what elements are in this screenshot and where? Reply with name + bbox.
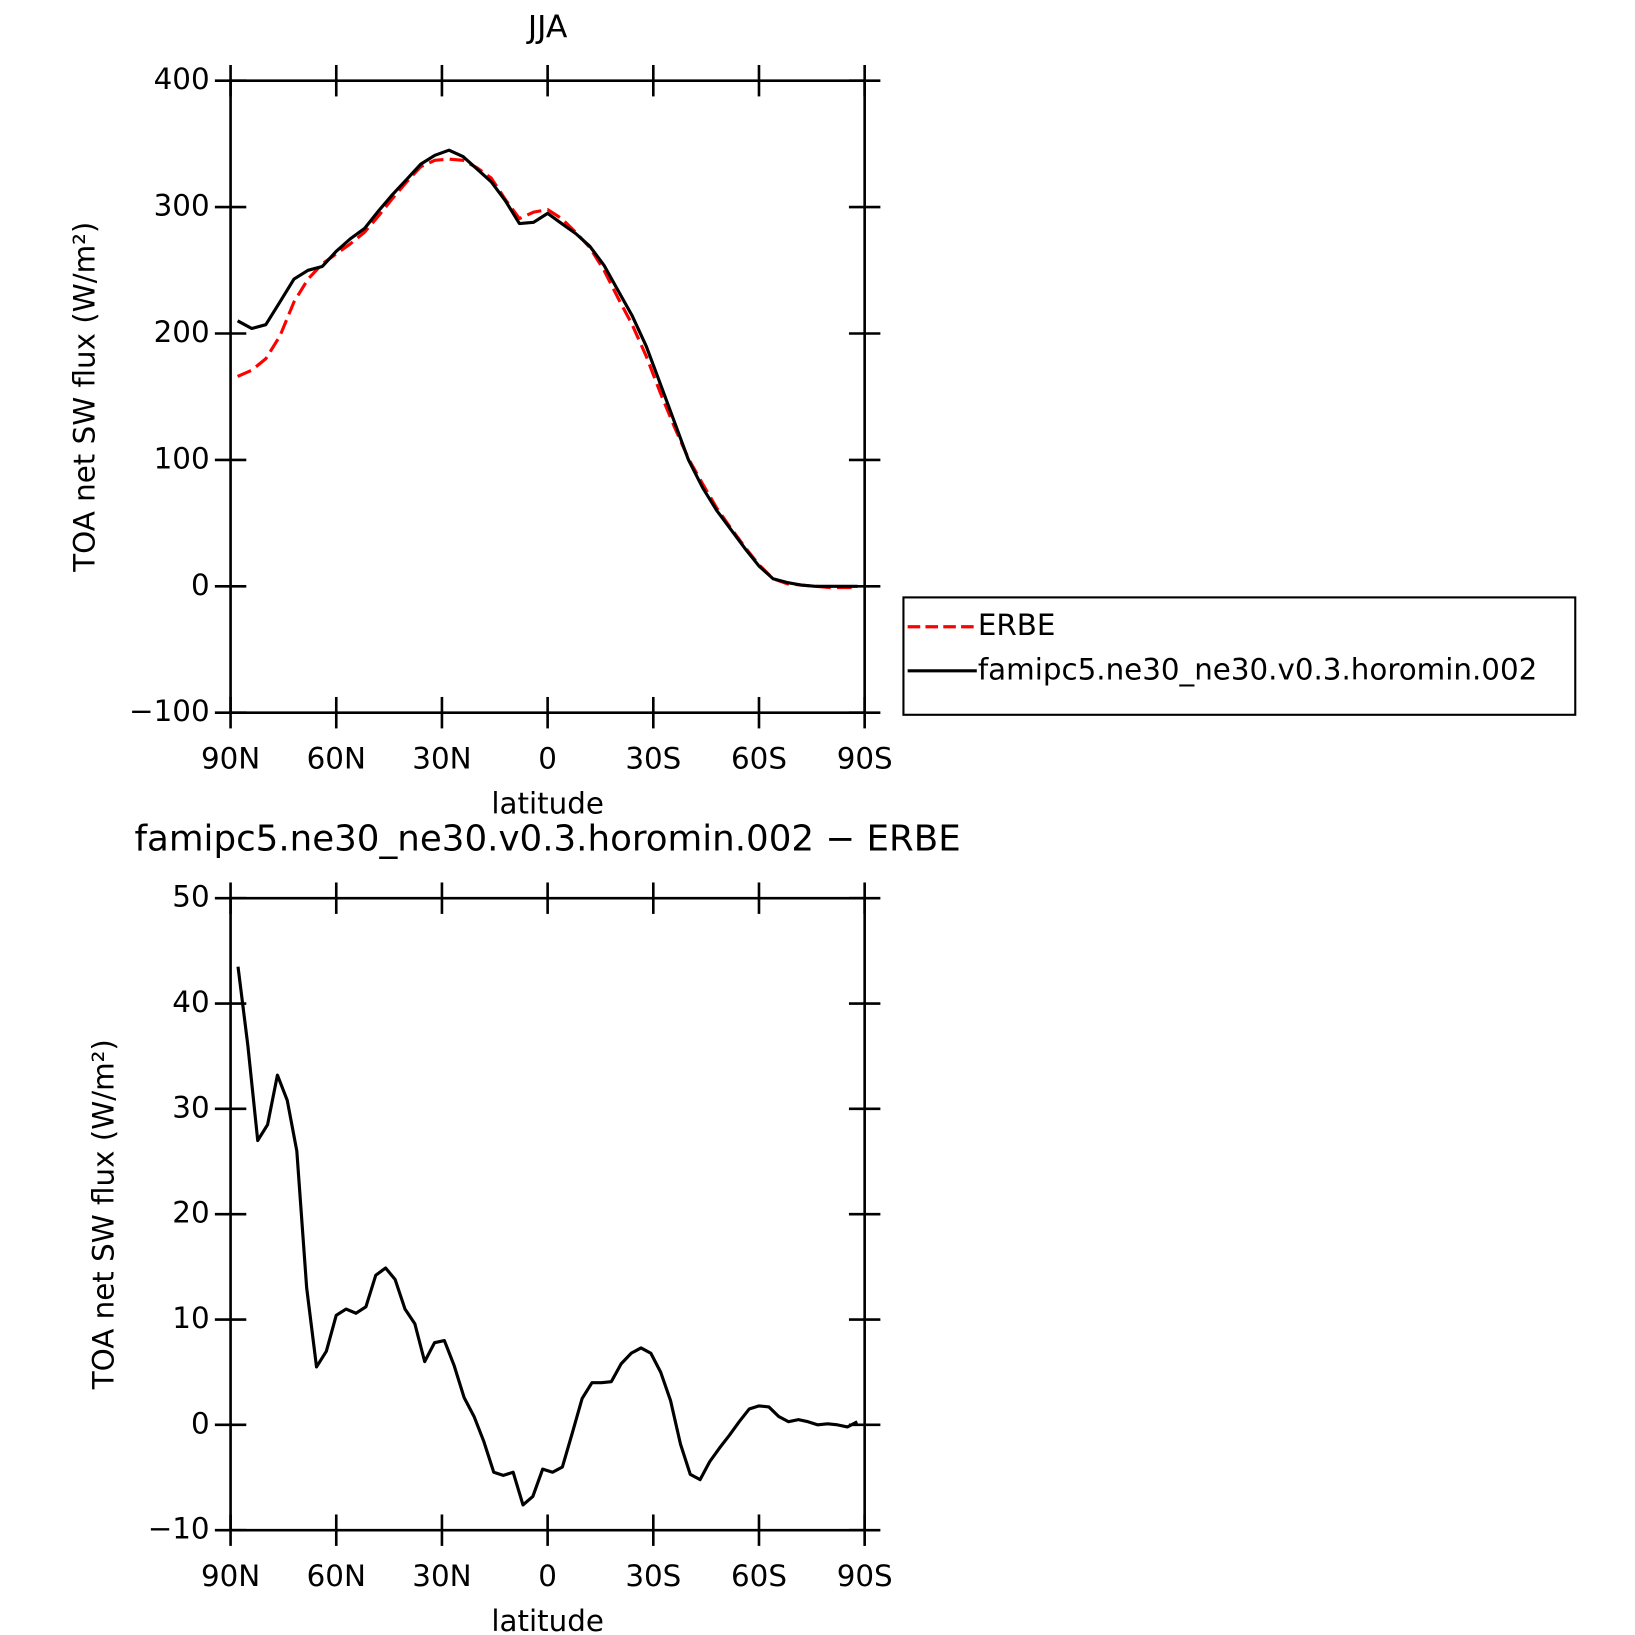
data-line: [236, 157, 858, 590]
y-axis-label: TOA net SW flux (W/m²): [86, 1039, 120, 1390]
x-tick-label: 90S: [837, 741, 893, 775]
y-tick-label: 300: [154, 189, 210, 223]
x-tick-label: 0: [538, 741, 557, 775]
y-tick-label: 200: [154, 315, 210, 349]
y-tick-label: 400: [154, 62, 210, 96]
x-tick-label: 60N: [307, 1559, 366, 1593]
x-tick-label: 60S: [731, 741, 787, 775]
y-tick-label: 100: [154, 441, 210, 475]
x-tick-label: 30S: [625, 741, 681, 775]
legend-label: ERBE: [978, 608, 1056, 642]
y-tick-label: −10: [148, 1512, 210, 1546]
data-line: [236, 148, 858, 588]
x-tick-label: 60N: [307, 741, 366, 775]
x-tick-label: 90S: [837, 1559, 893, 1593]
y-tick-label: 0: [191, 568, 210, 602]
y-axis-label: TOA net SW flux (W/m²): [67, 222, 101, 573]
chart-title: famipc5.ne30_ne30.v0.3.horomin.002 − ERB…: [134, 819, 960, 860]
y-tick-label: 0: [191, 1406, 210, 1440]
plot-frame: [229, 79, 866, 715]
x-tick-label: 30N: [412, 741, 471, 775]
x-tick-label: 90N: [201, 741, 260, 775]
legend-label: famipc5.ne30_ne30.v0.3.horomin.002: [978, 652, 1537, 686]
y-tick-label: 20: [172, 1196, 209, 1230]
y-tick-label: 10: [172, 1301, 209, 1335]
x-tick-label: 30S: [625, 1559, 681, 1593]
x-tick-label: 30N: [412, 1559, 471, 1593]
y-tick-label: 40: [172, 985, 209, 1019]
x-tick-label: 60S: [731, 1559, 787, 1593]
y-tick-label: 50: [172, 880, 209, 914]
data-line: [236, 966, 858, 1507]
y-tick-label: −100: [129, 694, 210, 728]
plot-frame: [229, 896, 866, 1532]
x-tick-label: 0: [538, 1559, 557, 1593]
x-axis-label: latitude: [491, 1604, 604, 1635]
x-tick-label: 90N: [201, 1559, 260, 1593]
x-axis-label: latitude: [491, 786, 604, 820]
legend-box: [902, 596, 1577, 716]
chart-title: JJA: [526, 9, 568, 45]
y-tick-label: 30: [172, 1090, 209, 1124]
